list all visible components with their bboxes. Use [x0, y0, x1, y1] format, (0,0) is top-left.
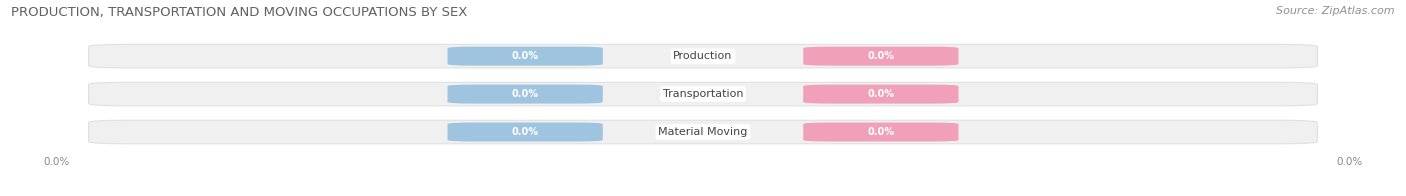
Text: 0.0%: 0.0%: [868, 51, 894, 61]
Text: 0.0%: 0.0%: [512, 51, 538, 61]
Text: 0.0%: 0.0%: [868, 127, 894, 137]
FancyBboxPatch shape: [89, 120, 1317, 144]
FancyBboxPatch shape: [447, 85, 603, 103]
Text: 0.0%: 0.0%: [512, 89, 538, 99]
Text: Transportation: Transportation: [662, 89, 744, 99]
Text: Production: Production: [673, 51, 733, 61]
FancyBboxPatch shape: [803, 122, 959, 142]
Text: Material Moving: Material Moving: [658, 127, 748, 137]
FancyBboxPatch shape: [803, 47, 959, 66]
FancyBboxPatch shape: [447, 47, 603, 66]
FancyBboxPatch shape: [89, 44, 1317, 68]
FancyBboxPatch shape: [803, 85, 959, 103]
FancyBboxPatch shape: [89, 82, 1317, 106]
Text: Source: ZipAtlas.com: Source: ZipAtlas.com: [1277, 6, 1395, 16]
FancyBboxPatch shape: [447, 122, 603, 142]
Text: PRODUCTION, TRANSPORTATION AND MOVING OCCUPATIONS BY SEX: PRODUCTION, TRANSPORTATION AND MOVING OC…: [11, 6, 468, 19]
Text: 0.0%: 0.0%: [512, 127, 538, 137]
Text: 0.0%: 0.0%: [868, 89, 894, 99]
